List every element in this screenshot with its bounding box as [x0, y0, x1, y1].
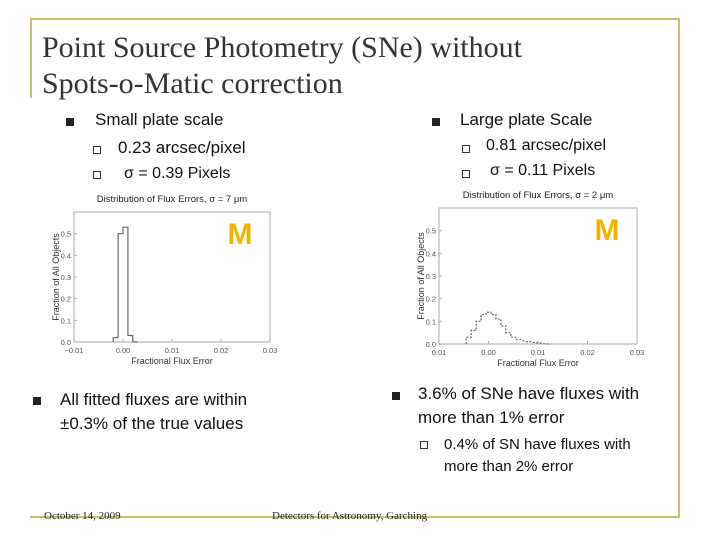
bottom-left-line-1: All fitted fluxes are within: [60, 390, 248, 409]
x-axis-label: Fractional Flux Error: [497, 358, 579, 368]
histogram-series-line: [112, 226, 138, 343]
y-tick-label: 0.4: [426, 249, 436, 258]
y-tick-label: 0.3: [61, 273, 71, 282]
y-tick-label: 0.0: [61, 338, 71, 347]
sigma-symbol: σ: [490, 162, 500, 179]
x-tick-label: 0.02: [214, 346, 229, 355]
y-tick-label: 0.2: [61, 295, 71, 304]
flux-error-histogram-large-plate: Distribution of Flux Errors, σ = 2 μm 0.0…: [416, 190, 645, 368]
sub-bullet-icon: [93, 171, 101, 179]
flux-error-histogram-small-plate: Distribution of Flux Errors, σ = 7 μm 0.0…: [51, 194, 278, 365]
sigma-symbol: σ: [124, 165, 134, 182]
x-tick-label: 0.03: [263, 346, 278, 355]
y-tick-label: 0.4: [61, 251, 71, 260]
bottom-left-line-2: ±0.3% of the true values: [60, 414, 244, 433]
left-sub-1: 0.23 arcsec/pixel: [118, 138, 246, 157]
y-tick-label: 0.2: [426, 295, 436, 304]
left-heading: Small plate scale: [95, 110, 224, 129]
y-axis-label: Fraction of All Objects: [416, 232, 426, 320]
university-logo-icon: M: [228, 218, 253, 251]
y-axis-label: Fraction of All Objects: [51, 233, 61, 321]
x-tick-label: 0.01: [165, 346, 180, 355]
chart-title: Distribution of Flux Errors, σ = 7 μm: [97, 194, 248, 205]
left-sub-2-value: = 0.39 Pixels: [138, 165, 231, 182]
bullet-icon: [66, 118, 74, 126]
x-tick-label: 0.01: [432, 348, 447, 357]
footer-date: October 14, 2009: [44, 510, 121, 522]
right-sub-1: 0.81 arcsec/pixel: [486, 137, 607, 154]
sub-bullet-icon: [462, 170, 470, 178]
bottom-right-line-2: more than 1% error: [418, 408, 565, 427]
x-axis-label: Fractional Flux Error: [131, 356, 213, 365]
y-tick-label: 0.0: [426, 340, 436, 349]
bullet-icon: [432, 118, 440, 126]
slide-frame-bottom: [30, 516, 680, 518]
slide-frame-top: [30, 18, 680, 20]
right-sub-2-value: = 0.11 Pixels: [504, 162, 596, 179]
x-tick-label: −0.01: [65, 346, 84, 355]
x-tick-label: 0.00: [481, 348, 496, 357]
right-sub-2: σ = 0.11 Pixels: [490, 161, 595, 181]
histogram-series-line: [465, 311, 551, 345]
left-sub-2: σ = 0.39 Pixels: [124, 164, 230, 184]
x-tick-label: 0.01: [531, 348, 546, 357]
sub-bullet-icon: [462, 145, 470, 153]
university-logo-icon: M: [595, 214, 620, 247]
y-tick-label: 0.5: [426, 227, 436, 236]
slide-title: Point Source Photometry (SNe) without Sp…: [42, 30, 522, 102]
right-heading: Large plate Scale: [460, 110, 593, 129]
bottom-right-sub-line-2: more than 2% error: [444, 458, 574, 475]
footer-venue: Detectors for Astronomy, Garching: [272, 510, 428, 522]
y-tick-label: 0.3: [426, 272, 436, 281]
chart-title: Distribution of Flux Errors, σ = 2 μm: [463, 190, 614, 201]
bottom-right-line-1: 3.6% of SNe have fluxes with: [418, 384, 640, 403]
x-tick-label: 0.02: [580, 348, 595, 357]
slide-frame-right: [678, 18, 680, 518]
title-line-2: Spots-o-Matic correction: [42, 67, 343, 100]
y-tick-label: 0.1: [61, 316, 71, 325]
sub-bullet-icon: [420, 441, 428, 449]
x-tick-label: 0.03: [630, 348, 645, 357]
x-tick-label: 0.00: [116, 346, 131, 355]
bottom-right-sub-line-1: 0.4% of SN have fluxes with: [444, 436, 631, 453]
title-line-1: Point Source Photometry (SNe) without: [42, 31, 522, 64]
y-tick-label: 0.5: [61, 230, 71, 239]
slide-frame-left: [30, 18, 32, 98]
bullet-icon: [392, 392, 400, 400]
y-tick-label: 0.1: [426, 317, 436, 326]
sub-bullet-icon: [93, 146, 101, 154]
bullet-icon: [33, 397, 41, 405]
